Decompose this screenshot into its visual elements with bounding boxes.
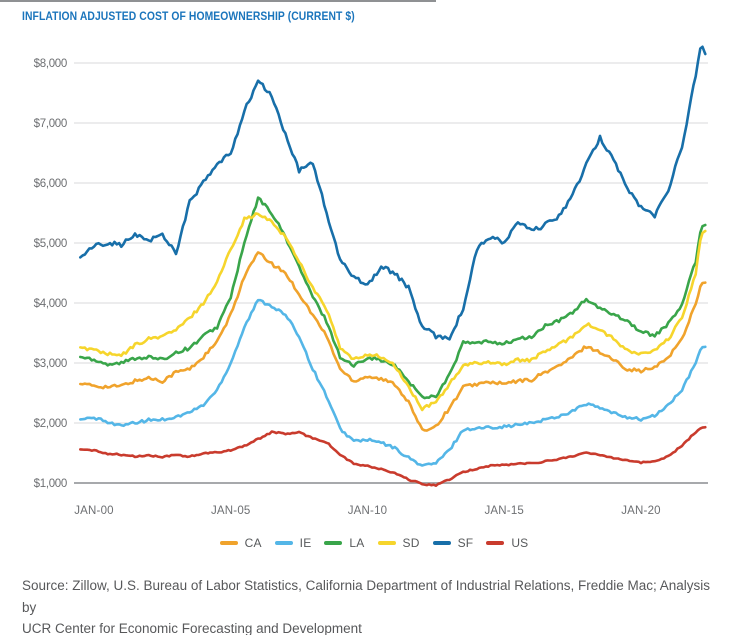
chart-legend: CA IE LA SD SF US bbox=[0, 536, 748, 550]
legend-item-sd: SD bbox=[377, 536, 420, 550]
source-note-line-2: UCR Center for Economic Forecasting and … bbox=[22, 621, 362, 635]
y-tick-label: $5,000 bbox=[34, 238, 67, 250]
legend-swatch-ie bbox=[274, 541, 293, 545]
legend-item-la: LA bbox=[324, 536, 364, 550]
x-tick-label: JAN-05 bbox=[211, 505, 251, 517]
legend-label-sf: SF bbox=[457, 536, 474, 550]
y-tick-label: $6,000 bbox=[34, 178, 67, 190]
x-tick-label: JAN-00 bbox=[74, 505, 114, 517]
y-tick-label: $8,000 bbox=[34, 58, 67, 70]
legend-swatch-us bbox=[486, 541, 505, 545]
series-line-us bbox=[79, 425, 707, 488]
y-tick-label: $4,000 bbox=[34, 298, 67, 310]
y-tick-label: $3,000 bbox=[34, 358, 67, 370]
legend-swatch-ca bbox=[219, 541, 238, 545]
y-tick-label: $2,000 bbox=[34, 418, 67, 430]
y-tick-label: $1,000 bbox=[34, 478, 67, 490]
legend-item-us: US bbox=[486, 536, 528, 550]
chart-title: INFLATION ADJUSTED COST OF HOMEOWNERSHIP… bbox=[22, 11, 355, 23]
series-line-sf bbox=[79, 45, 707, 341]
series-line-ca bbox=[79, 251, 707, 432]
legend-label-ca: CA bbox=[244, 536, 262, 550]
legend-item-ca: CA bbox=[219, 536, 262, 550]
x-tick-label: JAN-10 bbox=[348, 505, 388, 517]
source-note-line-1: Source: Zillow, U.S. Bureau of Labor Sta… bbox=[22, 578, 711, 615]
source-note: Source: Zillow, U.S. Bureau of Labor Sta… bbox=[22, 575, 728, 635]
legend-item-ie: IE bbox=[274, 536, 312, 550]
series-line-la bbox=[79, 196, 707, 400]
series-line-sd bbox=[79, 212, 707, 412]
legend-swatch-la bbox=[324, 541, 343, 545]
legend-label-la: LA bbox=[349, 536, 365, 550]
legend-swatch-sd bbox=[377, 541, 396, 545]
series-line-ie bbox=[79, 298, 707, 467]
x-tick-label: JAN-15 bbox=[484, 505, 524, 517]
legend-label-us: US bbox=[511, 536, 529, 550]
legend-label-ie: IE bbox=[299, 536, 312, 550]
legend-item-sf: SF bbox=[432, 536, 474, 550]
x-tick-label: JAN-20 bbox=[621, 505, 661, 517]
top-divider-rule bbox=[0, 0, 436, 2]
y-tick-label: $7,000 bbox=[34, 118, 67, 130]
line-chart-canvas: $1,000 $2,000 $3,000 $4,000 $5,000 $6,000 $7,0… bbox=[34, 45, 708, 517]
legend-label-sd: SD bbox=[402, 536, 420, 550]
legend-swatch-sf bbox=[432, 541, 451, 545]
